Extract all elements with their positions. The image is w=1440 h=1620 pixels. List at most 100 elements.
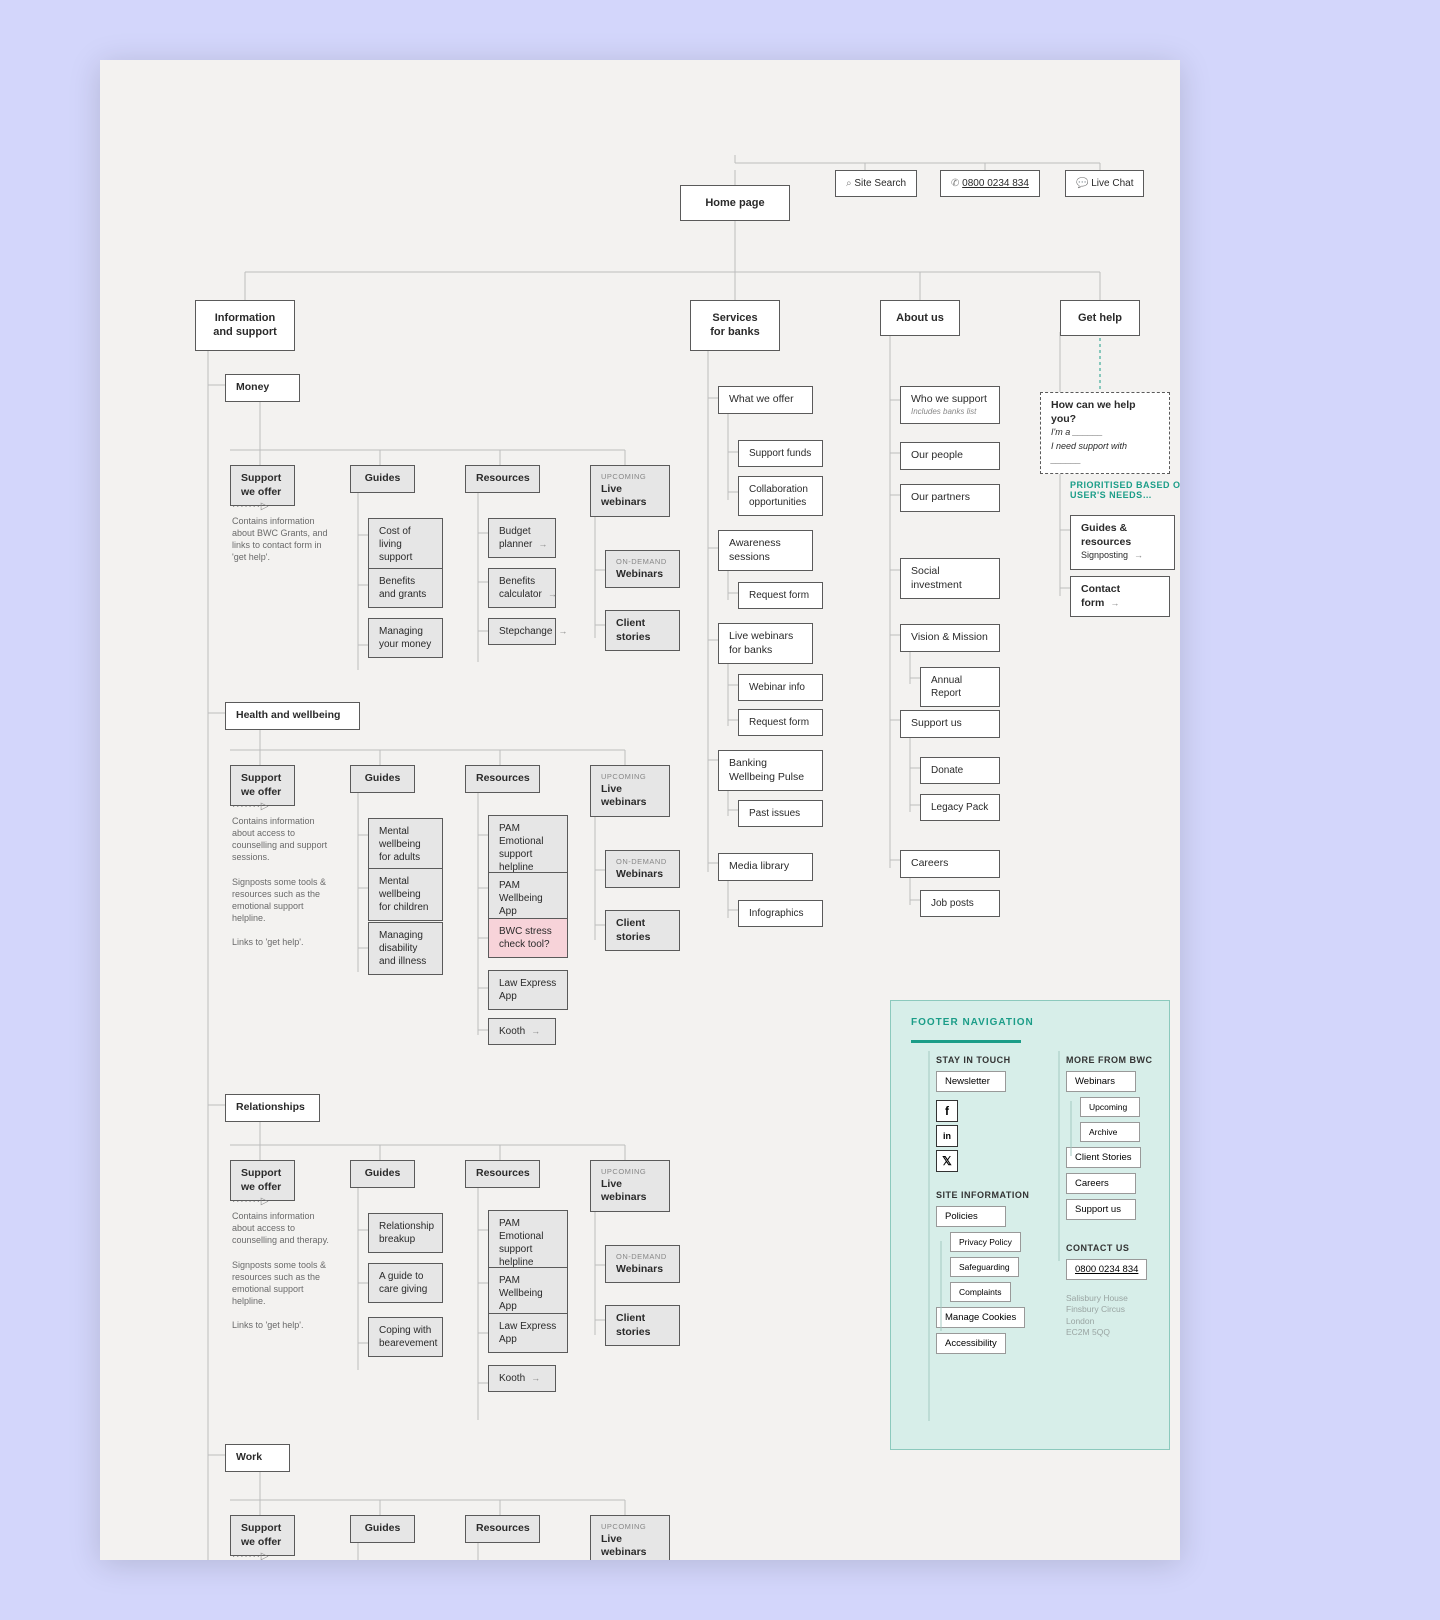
about-jobs[interactable]: Job posts: [920, 890, 1000, 917]
rel-guide-2[interactable]: A guide to care giving: [368, 1263, 443, 1303]
svc-awareness[interactable]: Awareness sessions: [718, 530, 813, 571]
money-res-3[interactable]: Stepchange: [488, 618, 556, 645]
footer-webinars[interactable]: Webinars: [1066, 1071, 1136, 1092]
footer-complaints[interactable]: Complaints: [950, 1282, 1011, 1302]
money-webinar-live[interactable]: UPCOMINGLive webinars: [590, 465, 670, 517]
money-res-2[interactable]: Benefits calculator: [488, 568, 556, 608]
site-search-button[interactable]: ⌕ Site Search: [835, 170, 917, 197]
money-guide-3[interactable]: Managing your money: [368, 618, 443, 658]
money-node[interactable]: Money: [225, 374, 300, 402]
linkedin-icon[interactable]: in: [936, 1125, 958, 1147]
live-chat-label: Live Chat: [1091, 178, 1133, 189]
live-chat-button[interactable]: 💬 Live Chat: [1065, 170, 1144, 197]
footer-supportus[interactable]: Support us: [1066, 1199, 1136, 1220]
svc-what[interactable]: What we offer: [718, 386, 813, 414]
footer-phone[interactable]: 0800 0234 834: [1066, 1259, 1147, 1280]
phone-label: 0800 0234 834: [962, 178, 1029, 189]
footer-access[interactable]: Accessibility: [936, 1333, 1006, 1354]
footer-policies[interactable]: Policies: [936, 1206, 1006, 1227]
about-node[interactable]: About us: [880, 300, 960, 336]
rel-webinar-od[interactable]: ON-DEMANDWebinars: [605, 1245, 680, 1283]
footer-site-heading: SITE INFORMATION: [936, 1190, 1051, 1200]
about-annual[interactable]: Annual Report: [920, 667, 1000, 707]
footer-careers[interactable]: Careers: [1066, 1173, 1136, 1194]
rel-client-stories[interactable]: Client stories: [605, 1305, 680, 1346]
info-support-node[interactable]: Information and support: [195, 300, 295, 351]
facebook-icon[interactable]: f: [936, 1100, 958, 1122]
work-guides-node[interactable]: Guides: [350, 1515, 415, 1543]
svc-request2[interactable]: Request form: [738, 709, 823, 736]
footer-col-left: STAY IN TOUCH Newsletter f in 𝕏 SITE INF…: [936, 1051, 1051, 1359]
footer-clientstories[interactable]: Client Stories: [1066, 1147, 1141, 1168]
footer-newsletter[interactable]: Newsletter: [936, 1071, 1006, 1092]
svc-media[interactable]: Media library: [718, 853, 813, 881]
footer-archive[interactable]: Archive: [1080, 1122, 1140, 1142]
about-vision[interactable]: Vision & Mission: [900, 624, 1000, 652]
help-guides[interactable]: Guides & resourcesSignposting: [1070, 515, 1175, 570]
about-who[interactable]: Who we supportIncludes banks list: [900, 386, 1000, 424]
svc-info[interactable]: Infographics: [738, 900, 823, 927]
svc-past[interactable]: Past issues: [738, 800, 823, 827]
money-res-1[interactable]: Budget planner: [488, 518, 556, 558]
about-donate[interactable]: Donate: [920, 757, 1000, 784]
svc-webinfo[interactable]: Webinar info: [738, 674, 823, 701]
get-help-node[interactable]: Get help: [1060, 300, 1140, 336]
svc-funds[interactable]: Support funds: [738, 440, 823, 467]
money-guides-node[interactable]: Guides: [350, 465, 415, 493]
about-people[interactable]: Our people: [900, 442, 1000, 470]
work-node[interactable]: Work: [225, 1444, 290, 1472]
rel-guide-1[interactable]: Relationship breakup: [368, 1213, 443, 1253]
health-res-5[interactable]: Kooth: [488, 1018, 556, 1045]
twitter-icon[interactable]: 𝕏: [936, 1150, 958, 1172]
services-node[interactable]: Services for banks: [690, 300, 780, 351]
rel-guides-node[interactable]: Guides: [350, 1160, 415, 1188]
svc-pulse[interactable]: Banking Wellbeing Pulse: [718, 750, 823, 791]
help-how-l2: I need support with ______: [1051, 441, 1127, 465]
rel-webinar-live[interactable]: UPCOMINGLive webinars: [590, 1160, 670, 1212]
money-client-stories[interactable]: Client stories: [605, 610, 680, 651]
about-careers[interactable]: Careers: [900, 850, 1000, 878]
health-guide-3[interactable]: Managing disability and illness: [368, 922, 443, 975]
rel-res-3[interactable]: Law Express App: [488, 1313, 568, 1353]
rel-resources-node[interactable]: Resources: [465, 1160, 540, 1188]
ondemand-label: ON-DEMAND: [616, 557, 669, 567]
health-webinar-od[interactable]: ON-DEMANDWebinars: [605, 850, 680, 888]
chat-icon: 💬: [1076, 178, 1088, 189]
about-partners[interactable]: Our partners: [900, 484, 1000, 512]
rel-res-4[interactable]: Kooth: [488, 1365, 556, 1392]
od-webinar-label: Webinars: [616, 568, 663, 580]
health-res-3[interactable]: BWC stress check tool?: [488, 918, 568, 958]
footer-privacy[interactable]: Privacy Policy: [950, 1232, 1021, 1252]
money-resources-node[interactable]: Resources: [465, 465, 540, 493]
health-webinar-live[interactable]: UPCOMINGLive webinars: [590, 765, 670, 817]
about-supportus[interactable]: Support us: [900, 710, 1000, 738]
about-legacy[interactable]: Legacy Pack: [920, 794, 1000, 821]
svc-collab[interactable]: Collaboration opportunities: [738, 476, 823, 516]
dotted-arrow: · · · · · · · ▷: [232, 1196, 267, 1207]
footer-safeguard[interactable]: Safeguarding: [950, 1257, 1019, 1277]
work-resources-node[interactable]: Resources: [465, 1515, 540, 1543]
rel-node[interactable]: Relationships: [225, 1094, 320, 1122]
health-guide-1[interactable]: Mental wellbeing for adults: [368, 818, 443, 871]
health-res-4[interactable]: Law Express App: [488, 970, 568, 1010]
svc-live-webinars[interactable]: Live webinars for banks: [718, 623, 813, 664]
money-guide-2[interactable]: Benefits and grants: [368, 568, 443, 608]
about-social[interactable]: Social investment: [900, 558, 1000, 599]
health-client-stories[interactable]: Client stories: [605, 910, 680, 951]
rel-guide-3[interactable]: Coping with bearevement: [368, 1317, 443, 1357]
health-guides-node[interactable]: Guides: [350, 765, 415, 793]
footer-cookies[interactable]: Manage Cookies: [936, 1307, 1025, 1328]
health-node[interactable]: Health and wellbeing: [225, 702, 360, 730]
phone-button[interactable]: ✆ 0800 0234 834: [940, 170, 1040, 197]
footer-upcoming[interactable]: Upcoming: [1080, 1097, 1140, 1117]
money-guide-1[interactable]: Cost of living support: [368, 518, 443, 571]
work-webinar-live[interactable]: UPCOMINGLive webinars: [590, 1515, 670, 1560]
money-webinar-od[interactable]: ON-DEMANDWebinars: [605, 550, 680, 588]
home-node[interactable]: Home page: [680, 185, 790, 221]
health-guide-2[interactable]: Mental wellbeing for children: [368, 868, 443, 921]
sitemap-canvas: ⌕ Site Search ✆ 0800 0234 834 💬 Live Cha…: [100, 60, 1180, 1560]
help-contact[interactable]: Contact form: [1070, 576, 1170, 617]
svc-request1[interactable]: Request form: [738, 582, 823, 609]
health-resources-node[interactable]: Resources: [465, 765, 540, 793]
help-how[interactable]: How can we help you? I'm a ______ I need…: [1040, 392, 1170, 474]
